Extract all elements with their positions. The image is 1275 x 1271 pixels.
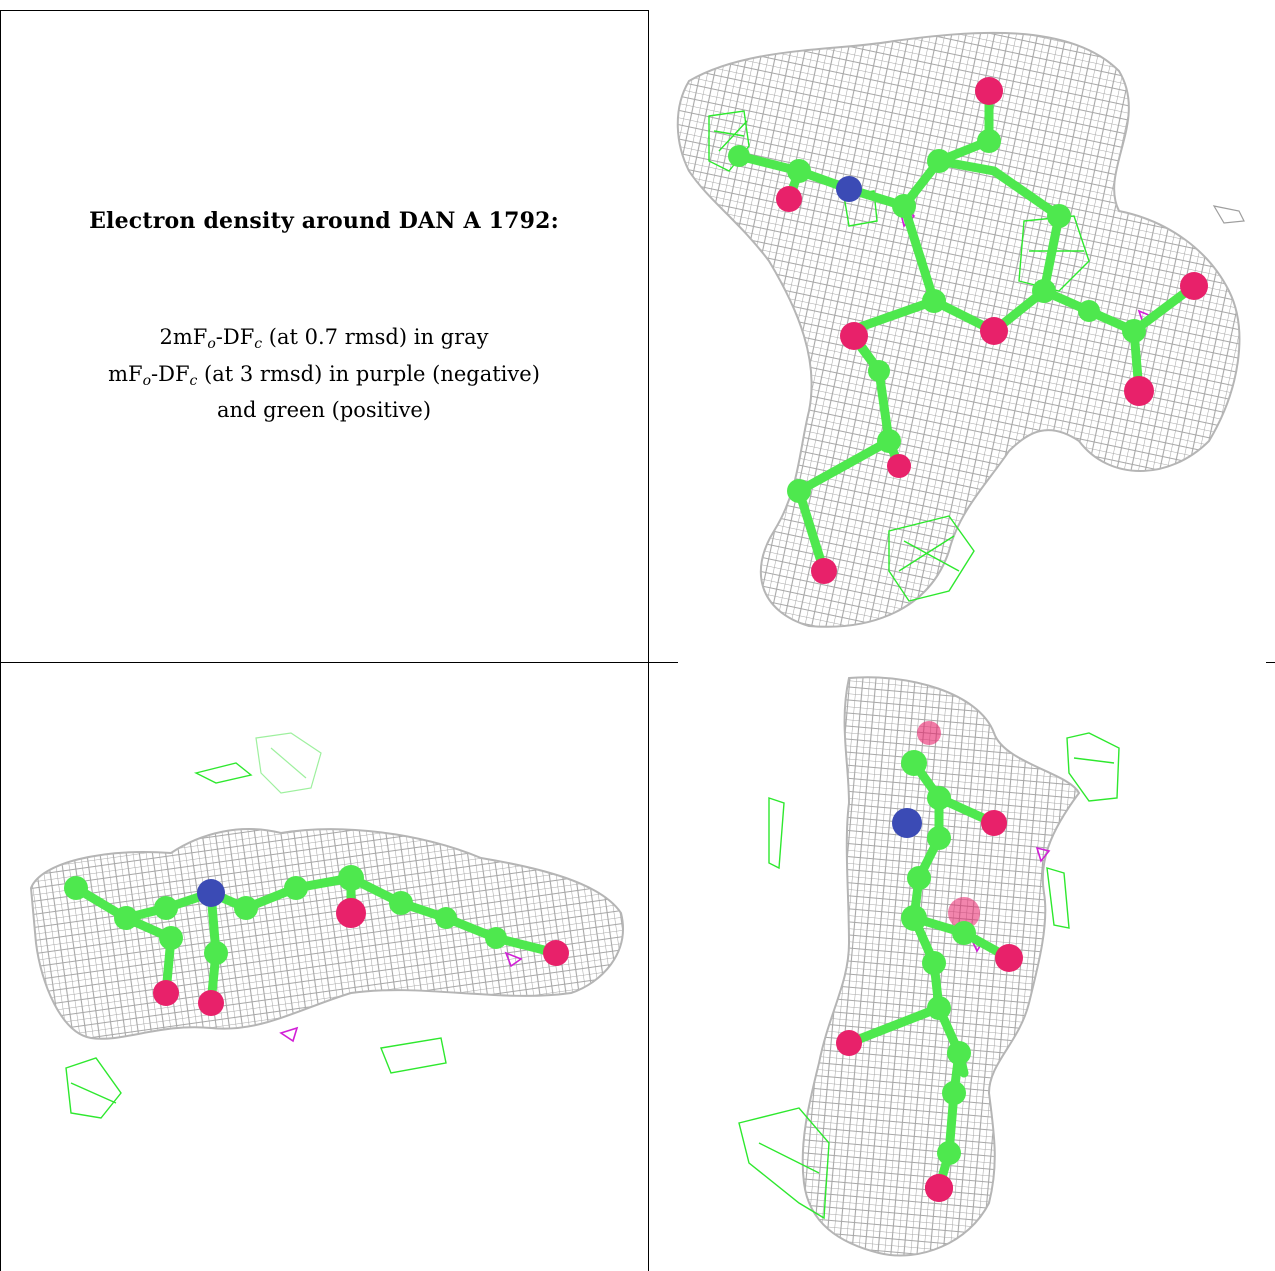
density-image-3 xyxy=(738,676,1120,1257)
density-view-top-right xyxy=(649,11,1275,661)
gray-density-mesh xyxy=(676,31,1241,628)
gray-density-mesh xyxy=(29,828,624,1040)
positive-difference-mesh xyxy=(65,762,447,1119)
positive-difference-mesh xyxy=(738,732,1120,1220)
caption-title: Electron density around DAN A 1792: xyxy=(89,208,559,234)
molecule-atoms xyxy=(836,721,1023,1202)
caption-line-fofc: mFo-DFc (at 3 rmsd) in purple (negative) xyxy=(108,362,540,389)
table-divider-horizontal xyxy=(0,662,678,663)
caption-line-colors: and green (positive) xyxy=(216,398,432,422)
table-border-left xyxy=(0,10,1,1271)
density-view-bottom-left xyxy=(1,663,648,1271)
molecule-atoms xyxy=(64,865,569,1016)
density-image-2 xyxy=(29,732,624,1119)
caption-line-2fofc: 2mFo-DFc (at 0.7 rmsd) in gray xyxy=(159,325,489,352)
table-divider-horizontal-right xyxy=(1266,662,1275,663)
table-border-top xyxy=(0,10,648,11)
density-view-bottom-right xyxy=(649,663,1275,1271)
table-divider-vertical xyxy=(648,10,649,1271)
negative-difference-mesh xyxy=(279,951,523,1043)
density-image-1 xyxy=(676,31,1245,628)
molecule-atoms xyxy=(728,77,1208,584)
